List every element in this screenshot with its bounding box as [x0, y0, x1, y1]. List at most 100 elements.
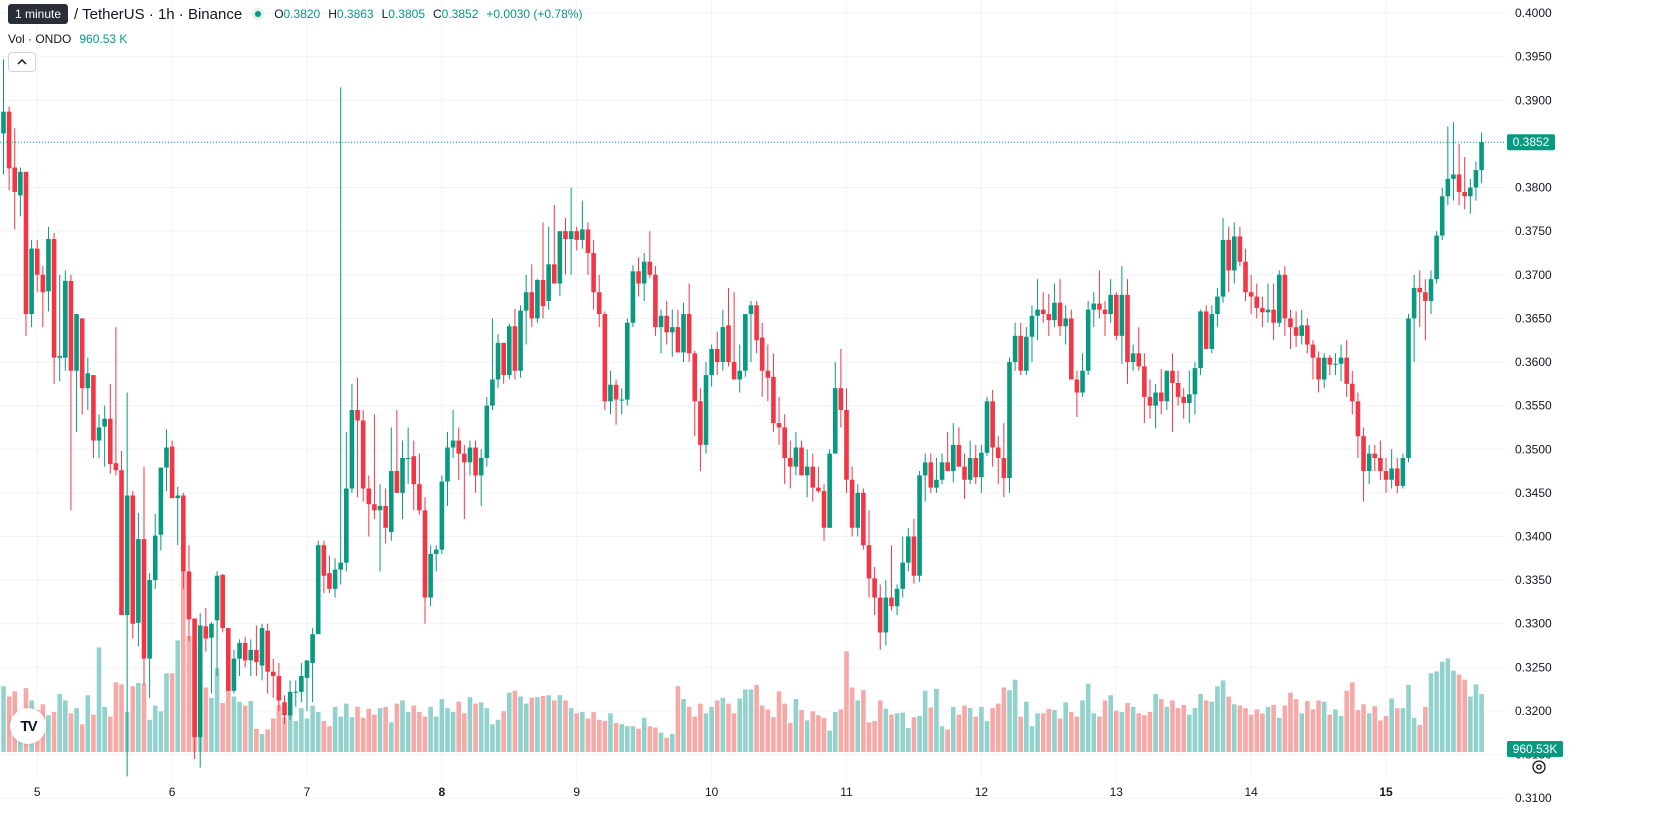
volume-bar — [473, 703, 478, 752]
candle-body — [613, 384, 619, 400]
volume-bar — [377, 708, 383, 752]
volume-bar — [507, 692, 512, 752]
candle-body — [580, 229, 585, 240]
volume-bar — [327, 726, 332, 752]
candle-body — [804, 466, 810, 476]
candle-body — [653, 274, 658, 328]
candle-body — [950, 444, 956, 472]
candle-body — [242, 642, 248, 661]
candle-body — [917, 475, 922, 576]
volume-bar — [96, 647, 102, 752]
volume-bar — [1344, 690, 1349, 752]
candle-body — [928, 462, 934, 488]
candle-body — [34, 248, 40, 275]
candle-body — [40, 274, 46, 293]
candle-body — [636, 271, 641, 284]
time-tick-label: 9 — [573, 785, 580, 799]
volume-bar — [136, 682, 141, 752]
volume-bar — [462, 713, 467, 752]
candle-body — [849, 479, 855, 528]
volume-bar — [585, 718, 591, 752]
candle-body — [248, 649, 254, 661]
volume-bar — [1254, 709, 1260, 752]
candle-body — [1327, 357, 1333, 365]
tradingview-logo[interactable]: TV — [10, 708, 46, 744]
candle-body — [1069, 318, 1074, 380]
price-axis[interactable]: 0.40000.39500.39000.38500.38000.37500.37… — [1507, 6, 1563, 805]
volume-bar — [641, 717, 647, 752]
volume-bar — [360, 717, 366, 752]
candle-body — [68, 280, 74, 371]
volume-bar — [529, 697, 535, 752]
candle-body — [377, 505, 383, 511]
candlesticks — [1, 59, 1484, 777]
volume-bar — [270, 718, 276, 752]
volume-bar — [57, 693, 62, 752]
price-tick-label: 0.3250 — [1515, 660, 1552, 674]
volume-bar — [181, 532, 186, 752]
volume-bar — [141, 683, 147, 752]
volume-bar — [63, 700, 68, 752]
gear-icon[interactable] — [1530, 758, 1548, 776]
ohlc-values: O0.3820 H0.3863 L0.3805 C0.3852 +0.0030 … — [274, 7, 582, 21]
volume-bar — [102, 706, 107, 752]
candle-body — [518, 310, 523, 371]
candle-body — [507, 326, 512, 376]
volume-bar — [855, 700, 861, 752]
volume-bar — [231, 696, 237, 752]
market-status-icon[interactable] — [252, 8, 265, 20]
candle-body — [731, 362, 737, 380]
volume-bar — [844, 651, 849, 752]
candle-body — [512, 326, 518, 371]
volume-bar — [1282, 705, 1288, 752]
volume-value: 960.53 K — [79, 32, 128, 46]
candle-body — [226, 628, 231, 691]
volume-bar — [1248, 714, 1254, 752]
volume-bar — [417, 712, 422, 752]
volume-bar — [490, 724, 495, 752]
volume-label[interactable]: Vol · ONDO — [8, 32, 72, 46]
volume-bar — [220, 702, 225, 752]
volume-bar — [737, 698, 743, 752]
candle-body — [366, 488, 372, 505]
volume-bar — [91, 714, 96, 752]
candle-body — [866, 545, 872, 579]
volume-bar — [563, 700, 568, 752]
candle-body — [535, 280, 540, 319]
volume-bar — [1445, 658, 1451, 752]
candle-body — [591, 252, 596, 293]
time-tick-label: 7 — [304, 785, 311, 799]
candle-body — [152, 535, 158, 581]
volume-bar — [1198, 693, 1203, 752]
volume-bar — [1327, 714, 1333, 752]
volume-bar — [422, 716, 428, 752]
candle-body — [310, 634, 315, 663]
volume-bar — [1125, 702, 1130, 752]
candle-body — [1231, 236, 1237, 271]
collapse-legend-button[interactable] — [8, 52, 36, 72]
volume-bar — [394, 703, 400, 752]
volume-bar — [540, 695, 546, 752]
volume-bar — [518, 696, 523, 752]
volume-bar — [79, 724, 85, 752]
candle-body — [922, 462, 928, 476]
candle-body — [1276, 274, 1282, 323]
time-axis[interactable]: 5 6 7 8 9 10 11 12 13 14 15 — [34, 785, 1393, 799]
candle-body — [771, 376, 776, 424]
volume-bar — [344, 703, 349, 752]
volume-bar — [214, 668, 220, 752]
volume-bar — [1069, 712, 1074, 752]
candle-body — [765, 370, 771, 378]
volume-bar — [203, 687, 209, 752]
candle-body — [158, 467, 164, 535]
volume-bar — [1451, 670, 1456, 752]
candle-body — [1203, 311, 1209, 349]
symbol-title[interactable]: / TetherUS · 1h · Binance — [74, 5, 243, 23]
candle-body — [1417, 287, 1423, 293]
volume-bar — [1085, 683, 1091, 752]
candle-body — [51, 239, 57, 358]
candle-body — [1468, 187, 1473, 197]
volume-bar — [1018, 716, 1024, 752]
